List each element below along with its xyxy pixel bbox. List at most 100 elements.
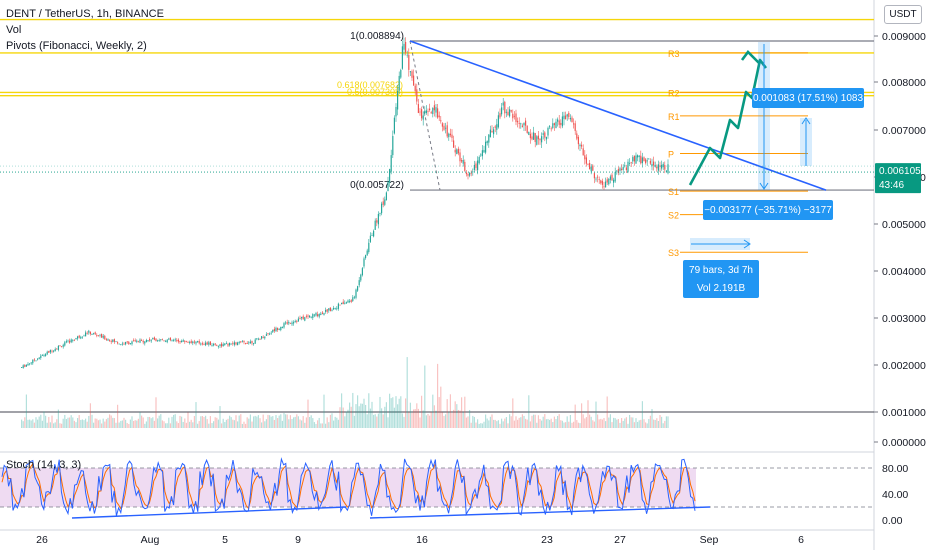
candle-body (155, 338, 157, 341)
candle-body (131, 341, 133, 345)
volume-bar (221, 423, 223, 428)
volume-bar (465, 417, 467, 428)
pivot-label-r1: R1 (668, 112, 680, 122)
currency-button[interactable]: USDT (884, 5, 922, 24)
candle-body (493, 129, 495, 135)
candle-body (574, 123, 576, 131)
candle-body (115, 341, 117, 343)
volume-bar (105, 419, 107, 428)
candle-body (126, 341, 128, 343)
volume-bar (456, 404, 458, 428)
candle-body (608, 178, 610, 185)
volume-bar (589, 414, 591, 428)
candle-body (561, 116, 563, 127)
bars-annotation-text-0: 79 bars, 3d 7h (689, 265, 753, 276)
volume-bar (520, 417, 522, 428)
candle-body (504, 101, 506, 114)
symbol-title[interactable]: DENT / TetherUS, 1h, BINANCE (6, 8, 164, 20)
candle-body (123, 343, 125, 345)
volume-bar (65, 419, 67, 428)
volume-bar (54, 422, 56, 428)
volume-bar (534, 414, 536, 428)
volume-bar (614, 418, 616, 428)
candle-body (144, 341, 146, 344)
candle-body (526, 125, 528, 133)
volume-bar (574, 404, 576, 428)
volume-bar (349, 402, 351, 428)
candle-body (617, 169, 619, 174)
candle-body (206, 342, 208, 345)
volume-bar (432, 394, 434, 428)
volume-bar (229, 415, 231, 428)
pivots-indicator-label[interactable]: Pivots (Fibonacci, Weekly, 2) (6, 40, 147, 52)
volume-bar (425, 415, 427, 428)
candle-body (65, 341, 67, 343)
candle-body (315, 313, 317, 316)
volume-bar (401, 413, 403, 428)
candle-body (373, 230, 375, 237)
candle-body (390, 155, 392, 172)
candle-body (568, 112, 570, 118)
x-tick-label: Aug (141, 534, 160, 546)
pivot-label-s1: S1 (668, 187, 679, 197)
volume-bar (318, 417, 320, 428)
volume-bar (88, 415, 90, 428)
volume-bar (56, 419, 58, 428)
volume-bar (437, 363, 439, 428)
candle-body (142, 340, 144, 343)
stochastic-indicator-label[interactable]: Stoch (14, 3, 3) (6, 459, 82, 471)
volume-bar (181, 416, 183, 428)
volume-bar (536, 422, 538, 428)
candle-body (427, 111, 429, 113)
candle-body (413, 75, 415, 86)
volume-bar (46, 422, 48, 428)
volume-bar (605, 421, 607, 428)
candle-body (614, 172, 616, 182)
volume-bar (283, 412, 285, 428)
volume-bar (233, 420, 235, 428)
gain-annotation-bg (752, 88, 864, 108)
x-tick-label: 9 (295, 534, 301, 546)
volume-bar (507, 423, 509, 428)
volume-bar (363, 398, 365, 428)
volume-bar (197, 423, 199, 428)
candle-body (553, 123, 555, 126)
volume-bar (208, 423, 210, 428)
volume-bar (459, 410, 461, 428)
candle-body (518, 122, 520, 124)
volume-bar (139, 411, 141, 428)
stoch-divergence-line-1 (71, 506, 347, 519)
candle-body (214, 343, 216, 345)
candle-body (176, 340, 178, 342)
volume-bar (43, 411, 45, 428)
candle-body (638, 155, 640, 157)
candle-body (318, 313, 320, 317)
y-tick-label: 0.007000 (882, 125, 926, 137)
candle-body (409, 71, 411, 73)
candle-body (150, 340, 152, 342)
candle-body (157, 340, 159, 342)
volume-bar (294, 416, 296, 428)
volume-bar (25, 394, 27, 428)
volume-bar (558, 414, 560, 428)
volume-indicator-label[interactable]: Vol (6, 24, 22, 36)
candle-body (219, 344, 221, 346)
candle-body (422, 115, 424, 120)
candle-body (89, 331, 91, 335)
stoch-tick-label: 40.00 (882, 489, 908, 501)
candle-body (552, 123, 554, 128)
volume-bar (637, 421, 639, 428)
candle-body (64, 342, 66, 346)
volume-bar (587, 400, 589, 428)
candle-body (469, 172, 471, 176)
candle-body (363, 258, 365, 267)
candle-body (547, 127, 549, 136)
candle-body (209, 341, 211, 346)
volume-bar (267, 414, 269, 428)
volume-bar (307, 399, 309, 428)
candle-body (264, 336, 266, 339)
candle-body (21, 367, 23, 368)
candle-body (609, 176, 611, 180)
